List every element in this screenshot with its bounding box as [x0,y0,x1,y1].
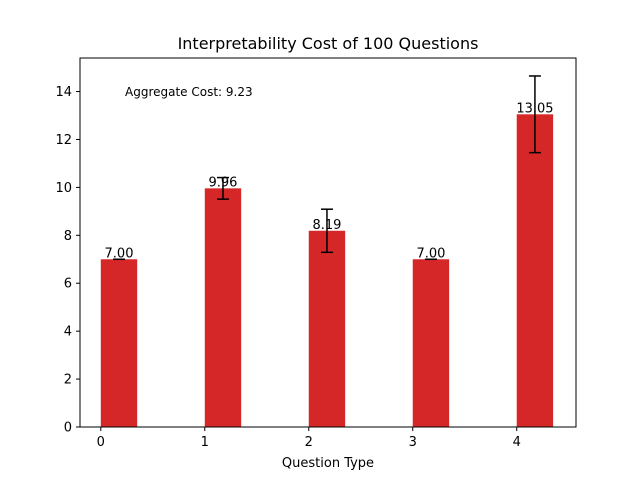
x-axis-label: Question Type [282,456,374,471]
y-tick-label-4: 4 [64,325,72,340]
data-label-3: 7.00 [416,246,445,261]
bar-3 [412,259,450,427]
error-bars-layer [112,75,541,261]
error-bar-1 [216,176,229,200]
data-label-1: 9.96 [209,175,238,190]
bar-2 [308,230,346,427]
plot-frame [79,57,577,428]
bar-0 [100,259,138,427]
data-labels-layer: 7.00 9.96 8.19 7.00 13.05 [105,101,554,261]
x-tick-label-4: 4 [513,435,521,450]
x-tick-label-3: 3 [409,435,417,450]
y-tick-label-0: 0 [64,421,72,436]
y-tick-label-6: 6 [64,277,72,292]
bar-4 [516,114,554,427]
y-tick-label-12: 12 [55,133,72,148]
bar-1 [204,188,242,427]
y-axis: 0 2 4 6 8 10 12 14 [55,85,80,436]
data-label-0: 7.00 [105,246,134,261]
chart-title: Interpretability Cost of 100 Questions [178,34,479,53]
x-tick-label-1: 1 [201,435,209,450]
error-bar-2 [320,208,333,254]
error-bar-4 [528,75,541,154]
y-tick-label-14: 14 [55,85,72,100]
y-tick-label-2: 2 [64,373,72,388]
data-label-4: 13.05 [516,101,553,116]
y-tick-label-10: 10 [55,181,72,196]
x-tick-label-2: 2 [305,435,313,450]
y-tick-label-8: 8 [64,229,72,244]
aggregate-cost-annotation: Aggregate Cost: 9.23 [125,85,253,99]
x-tick-label-0: 0 [97,435,105,450]
x-axis: 0 1 2 3 4 [97,427,521,450]
data-label-2: 8.19 [312,218,341,233]
bars-layer [100,114,554,427]
